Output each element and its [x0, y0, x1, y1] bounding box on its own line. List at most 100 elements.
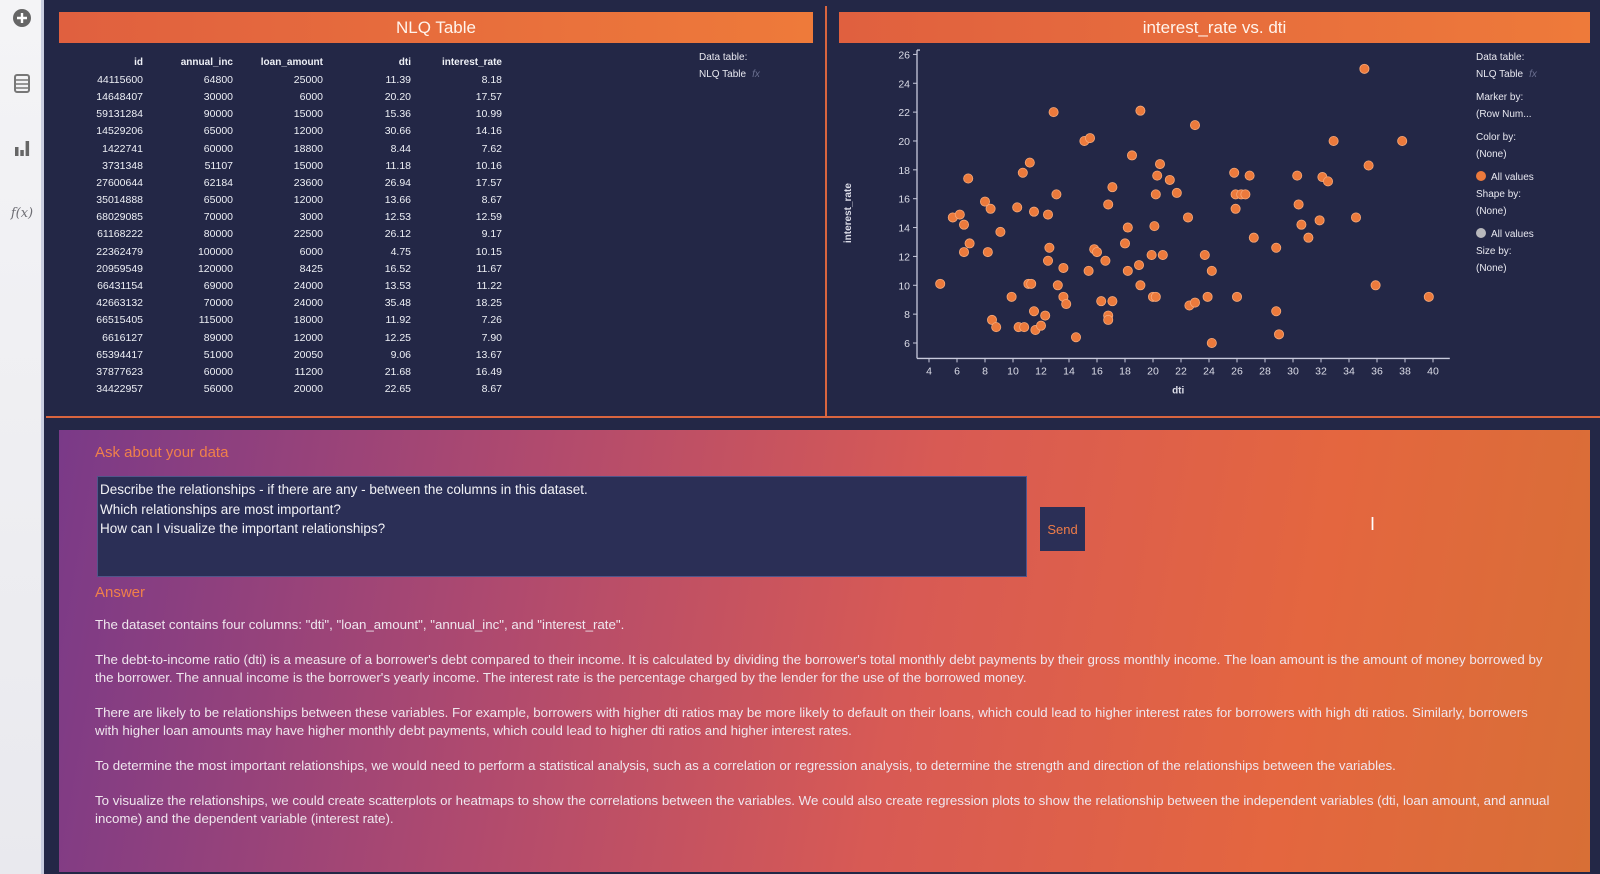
data-table-value[interactable]: NLQ Table fx: [1476, 66, 1537, 83]
scatter-point[interactable]: [1028, 306, 1039, 317]
scatter-point[interactable]: [1107, 182, 1118, 193]
scatter-point[interactable]: [979, 196, 990, 207]
scatter-point[interactable]: [1051, 189, 1062, 200]
scatter-point[interactable]: [1164, 174, 1175, 185]
table-row[interactable]: 42663132 70000 24000 35.48 18.25: [59, 295, 502, 312]
scatter-point[interactable]: [1119, 238, 1130, 249]
table-row[interactable]: 44115600 64800 25000 11.39 8.18: [59, 71, 502, 88]
scatter-point[interactable]: [1293, 199, 1304, 210]
table-row[interactable]: 1422741 60000 18800 8.44 7.62: [59, 140, 502, 157]
scatter-point[interactable]: [1035, 320, 1046, 331]
table-row[interactable]: 34422957 56000 20000 22.65 8.67: [59, 381, 502, 398]
scatter-point[interactable]: [1206, 265, 1217, 276]
scatter-point[interactable]: [1048, 107, 1059, 118]
scatter-point[interactable]: [1271, 306, 1282, 317]
table-icon[interactable]: [9, 70, 35, 96]
scatter-point[interactable]: [1122, 265, 1133, 276]
scatter-point[interactable]: [1199, 249, 1210, 260]
scatter-point[interactable]: [959, 219, 970, 230]
table-row[interactable]: 22362479 100000 6000 4.75 10.15: [59, 243, 502, 260]
scatter-point[interactable]: [1182, 212, 1193, 223]
scatter-point[interactable]: [1206, 337, 1217, 348]
scatter-point[interactable]: [1107, 296, 1118, 307]
scatter-point[interactable]: [1044, 242, 1055, 253]
scatter-point[interactable]: [1061, 299, 1072, 310]
table-row[interactable]: 68029085 70000 3000 12.53 12.59: [59, 209, 502, 226]
table-row[interactable]: 20959549 120000 8425 16.52 11.67: [59, 260, 502, 277]
scatter-point[interactable]: [1006, 291, 1017, 302]
scatter-point[interactable]: [1100, 255, 1111, 266]
table-row[interactable]: 65394417 51000 20050 9.06 13.67: [59, 346, 502, 363]
scatter-point[interactable]: [954, 209, 965, 220]
function-icon[interactable]: fx: [1529, 69, 1537, 80]
scatter-point[interactable]: [1122, 222, 1133, 233]
scatter-point[interactable]: [1189, 297, 1200, 308]
scatter-point[interactable]: [1189, 120, 1200, 131]
scatter-point[interactable]: [1171, 187, 1182, 198]
marker-by-value[interactable]: (Row Num...: [1476, 109, 1532, 120]
scatter-point[interactable]: [1314, 215, 1325, 226]
scatter-point[interactable]: [964, 238, 975, 249]
scatter-point[interactable]: [1017, 167, 1028, 178]
table-row[interactable]: 66431154 69000 24000 13.53 11.22: [59, 277, 502, 294]
table-row[interactable]: 37877623 60000 11200 21.68 16.49: [59, 363, 502, 380]
scatter-point[interactable]: [1423, 291, 1434, 302]
scatter-point[interactable]: [1096, 296, 1107, 307]
scatter-point[interactable]: [1351, 212, 1362, 223]
scatter-point[interactable]: [1363, 160, 1374, 171]
table-row[interactable]: 3731348 51107 15000 11.18 10.16: [59, 157, 502, 174]
table-row[interactable]: 66515405 115000 18000 11.92 7.26: [59, 312, 502, 329]
scatter-point[interactable]: [963, 173, 974, 184]
size-by-value[interactable]: (None): [1476, 263, 1507, 274]
scatter-point[interactable]: [1103, 314, 1114, 325]
table-row[interactable]: 35014888 65000 12000 13.66 8.67: [59, 192, 502, 209]
scatter-point[interactable]: [1248, 232, 1259, 243]
scatter-point[interactable]: [1019, 322, 1030, 333]
add-circle-icon[interactable]: [9, 5, 35, 31]
scatter-point[interactable]: [1359, 63, 1370, 74]
column-header-dti[interactable]: dti: [398, 57, 411, 69]
scatter-point[interactable]: [1052, 280, 1063, 291]
column-header-id[interactable]: id: [134, 57, 143, 69]
scatter-point[interactable]: [1230, 203, 1241, 214]
scatter-point[interactable]: [1133, 260, 1144, 271]
scatter-point[interactable]: [1296, 219, 1307, 230]
scatter-point[interactable]: [1273, 329, 1284, 340]
shape-by-value[interactable]: (None): [1476, 206, 1507, 217]
scatter-point[interactable]: [1135, 280, 1146, 291]
table-row[interactable]: 14529206 65000 12000 30.66 14.16: [59, 123, 502, 140]
scatter-point[interactable]: [1146, 249, 1157, 260]
bar-chart-icon[interactable]: [9, 135, 35, 161]
scatter-point[interactable]: [1028, 206, 1039, 217]
scatter-point[interactable]: [1024, 157, 1035, 168]
scatter-point[interactable]: [1370, 280, 1381, 291]
scatter-point[interactable]: [1150, 291, 1161, 302]
scatter-point[interactable]: [1292, 170, 1303, 181]
scatter-point[interactable]: [995, 226, 1006, 237]
color-by-value[interactable]: (None): [1476, 149, 1507, 160]
scatter-point[interactable]: [1271, 242, 1282, 253]
scatter-point[interactable]: [1026, 278, 1037, 289]
function-icon[interactable]: f(x): [10, 205, 34, 221]
scatter-point[interactable]: [1154, 159, 1165, 170]
scatter-point[interactable]: [1042, 209, 1053, 220]
scatter-point[interactable]: [1135, 105, 1146, 116]
scatter-point[interactable]: [985, 203, 996, 214]
scatter-point[interactable]: [982, 247, 993, 258]
data-table-value[interactable]: NLQ Table fx: [699, 66, 760, 83]
scatter-point[interactable]: [1152, 170, 1163, 181]
scatter-point[interactable]: [1231, 291, 1242, 302]
table-row[interactable]: 59131284 90000 15000 15.36 10.99: [59, 106, 502, 123]
scatter-point[interactable]: [1328, 135, 1339, 146]
scatter-point[interactable]: [1322, 176, 1333, 187]
scatter-point[interactable]: [1058, 262, 1069, 273]
scatter-point[interactable]: [935, 278, 946, 289]
scatter-point[interactable]: [1202, 291, 1213, 302]
panel-divider[interactable]: [825, 6, 827, 417]
scatter-point[interactable]: [1240, 189, 1251, 200]
scatter-point[interactable]: [1070, 332, 1081, 343]
scatter-point[interactable]: [1244, 170, 1255, 181]
scatter-point[interactable]: [1103, 199, 1114, 210]
send-button[interactable]: Send: [1040, 507, 1085, 551]
scatter-point[interactable]: [991, 322, 1002, 333]
